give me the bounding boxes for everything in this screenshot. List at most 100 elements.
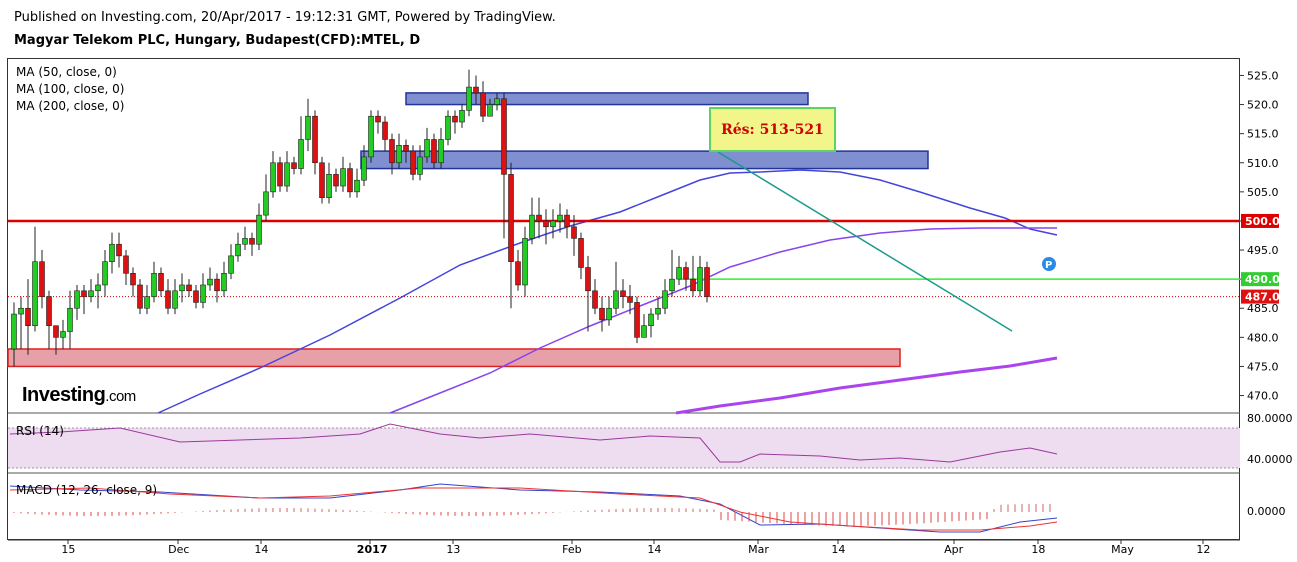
candle-body <box>550 220 556 228</box>
ma100-line <box>389 227 1057 414</box>
candle-body <box>186 284 192 292</box>
candle-body <box>704 267 710 297</box>
candle-body <box>53 325 59 338</box>
candle-body <box>95 284 101 292</box>
candle-body <box>193 290 199 303</box>
candle-body <box>326 174 332 198</box>
candle-body <box>536 214 542 222</box>
macd-signal-line <box>9 487 1058 531</box>
candle-body <box>235 243 241 257</box>
candle-body <box>116 243 122 257</box>
candle-body <box>557 214 563 222</box>
candle-body <box>459 110 465 123</box>
candle-body <box>501 98 507 175</box>
candle-body <box>403 144 409 152</box>
candle-body <box>144 296 150 309</box>
candle-body <box>242 238 248 245</box>
candle-body <box>522 238 528 286</box>
x-tick-label: 14 <box>831 543 845 556</box>
x-tick-label: Mar <box>748 543 769 556</box>
candle-body <box>368 115 374 158</box>
candle-body <box>81 290 87 297</box>
candle-body <box>445 115 451 140</box>
legend-ma50: MA (50, close, 0) <box>16 65 117 79</box>
candle-body <box>375 115 381 123</box>
candle-body <box>410 150 416 175</box>
candle-body <box>200 284 206 303</box>
rsi-tick-80: 80.0000 <box>1247 412 1293 425</box>
flag-500-bg <box>1241 213 1279 228</box>
candle-body <box>130 273 136 286</box>
candle-body <box>74 290 80 309</box>
candle-body <box>515 261 521 286</box>
ma200-line <box>675 356 1058 415</box>
zone-red-2 <box>7 348 901 368</box>
candle-body <box>179 284 185 292</box>
candle-body <box>18 307 24 315</box>
candle-body <box>340 168 346 187</box>
x-tick-label: Dec <box>168 543 189 556</box>
rsi-band <box>8 428 1240 468</box>
candle-body <box>333 174 339 187</box>
y-tick-label: 505.0 <box>1247 186 1279 199</box>
investing-logo: Investing.com <box>22 384 136 407</box>
candle-body <box>487 104 493 117</box>
candle-body <box>46 296 52 327</box>
macd-label: MACD (12, 26, close, 9) <box>16 483 158 497</box>
macd-line <box>9 483 1058 533</box>
candle-body <box>123 255 129 274</box>
y-tick-label: 495.0 <box>1247 244 1279 257</box>
flag-490: 490.0 <box>1245 273 1280 286</box>
candle-body <box>88 290 94 297</box>
x-tick-label: 13 <box>446 543 460 556</box>
candle-body <box>39 261 45 297</box>
candle-body <box>564 214 570 228</box>
candle-body <box>662 290 668 309</box>
legend-ma200: MA (200, close, 0) <box>16 99 125 113</box>
y-tick-label: 480.0 <box>1247 331 1279 344</box>
candle-body <box>165 290 171 309</box>
x-tick-label: 15 <box>61 543 75 556</box>
ma50-line <box>157 169 1058 414</box>
candle-body <box>620 290 626 297</box>
x-tick-label: 14 <box>254 543 268 556</box>
candle-body <box>683 267 689 280</box>
candle-body <box>102 261 108 286</box>
candle-body <box>452 115 458 123</box>
candle-body <box>137 284 143 309</box>
candle-body <box>319 162 325 198</box>
candle-body <box>585 267 591 292</box>
candle-body <box>634 302 640 338</box>
candle-body <box>298 139 304 169</box>
candle-body <box>382 121 388 140</box>
candle-body <box>508 174 514 262</box>
candle-body <box>396 144 402 164</box>
candle-body <box>11 313 17 350</box>
x-tick-label: 18 <box>1031 543 1045 556</box>
candle-body <box>480 92 486 117</box>
y-tick-label: 510.0 <box>1247 157 1279 170</box>
candle-body <box>655 307 661 315</box>
trend-line <box>717 151 1013 332</box>
candle-body <box>228 255 234 274</box>
candle-body <box>207 278 213 286</box>
rsi-line <box>9 423 1058 463</box>
candle-body <box>60 331 66 338</box>
candle-body <box>305 115 311 140</box>
candle-body <box>627 296 633 303</box>
candle-body <box>291 162 297 169</box>
x-tick-label: 14 <box>647 543 661 556</box>
y-tick-label: 470.0 <box>1247 390 1279 403</box>
rsi-label: RSI (14) <box>16 424 64 438</box>
y-tick-label: 520.0 <box>1247 99 1279 112</box>
candle-body <box>158 273 164 292</box>
candle-body <box>172 290 178 309</box>
candle-body <box>256 214 262 245</box>
flag-487: 487.0 <box>1245 291 1280 304</box>
x-tick-label: 2017 <box>357 543 388 556</box>
candle-body <box>438 139 444 164</box>
candle-body <box>284 162 290 187</box>
candle-body <box>221 273 227 292</box>
candle-body <box>641 325 647 338</box>
